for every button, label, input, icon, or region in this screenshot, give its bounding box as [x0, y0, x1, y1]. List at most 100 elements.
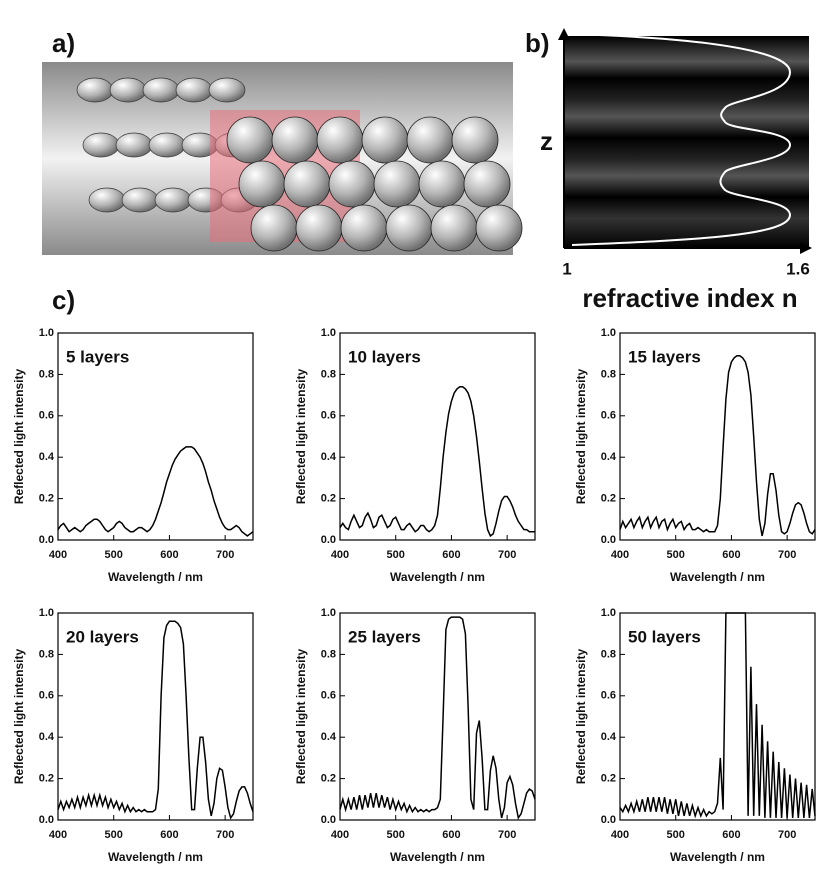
x-tick-label: 1	[562, 259, 571, 278]
half-sphere	[208, 77, 246, 103]
sphere	[238, 160, 286, 208]
x-tick-label: 600	[722, 549, 740, 561]
annotation: 20 layers	[66, 627, 139, 646]
sphere	[271, 116, 319, 164]
plot-frame	[57, 332, 254, 541]
x-axis-label: Wavelength / nm	[670, 850, 765, 864]
y-tick-label: 0.2	[39, 493, 54, 505]
plot-frame	[619, 612, 816, 821]
sphere	[328, 160, 376, 208]
sphere	[295, 204, 343, 252]
x-tick-label: 400	[331, 829, 349, 841]
y-tick-label: 0.6	[321, 690, 336, 702]
y-tick-label: 0.4	[321, 731, 337, 743]
panel-label: b)	[525, 28, 550, 58]
x-tick-label: 600	[442, 549, 460, 561]
y-tick-label: 0.4	[39, 451, 55, 463]
x-axis-label: Wavelength / nm	[390, 570, 485, 584]
y-tick-label: 0.0	[321, 534, 336, 546]
sphere	[406, 116, 454, 164]
y-tick-label: 0.4	[39, 731, 55, 743]
y-tick-label: 0.2	[601, 773, 616, 785]
x-tick-label: 500	[105, 549, 123, 561]
x-axis-label: Wavelength / nm	[670, 570, 765, 584]
x-tick-label: 500	[387, 829, 405, 841]
y-tick-label: 0.0	[39, 534, 54, 546]
plot-frame	[619, 332, 816, 541]
plot-frame	[57, 612, 254, 821]
x-tick-label: 1.6	[786, 259, 810, 278]
x-tick-label: 500	[667, 549, 685, 561]
y-tick-label: 0.8	[321, 368, 336, 380]
y-tick-label: 0.8	[39, 648, 54, 660]
sphere	[418, 160, 466, 208]
half-sphere	[88, 187, 126, 213]
y-tick-label: 0.2	[601, 493, 616, 505]
x-tick-label: 700	[778, 549, 796, 561]
y-tick-label: 1.0	[601, 327, 616, 339]
half-sphere	[82, 132, 120, 158]
y-tick-label: 0.2	[321, 493, 336, 505]
x-tick-label: 400	[49, 829, 67, 841]
sphere-illustration	[42, 62, 523, 255]
sphere	[283, 160, 331, 208]
x-tick-label: 700	[216, 549, 234, 561]
x-tick-label: 600	[442, 829, 460, 841]
sphere	[226, 116, 274, 164]
x-tick-label: 700	[498, 549, 516, 561]
plot-frame	[339, 612, 536, 821]
x-axis-label: Wavelength / nm	[108, 570, 203, 584]
sphere	[361, 116, 409, 164]
half-sphere	[76, 77, 114, 103]
y-tick-label: 0.8	[601, 368, 616, 380]
y-tick-label: 0.6	[601, 410, 616, 422]
x-tick-label: 600	[722, 829, 740, 841]
annotation: 50 layers	[628, 627, 701, 646]
annotation: 25 layers	[348, 627, 421, 646]
x-tick-label: 500	[387, 549, 405, 561]
y-axis-label: Reflected light intensity	[12, 369, 26, 505]
y-tick-label: 1.0	[39, 607, 54, 619]
spectrum-line	[339, 386, 535, 538]
half-sphere	[175, 77, 213, 103]
annotation: 10 layers	[348, 347, 421, 366]
sphere	[451, 116, 499, 164]
y-axis-label: Reflected light intensity	[574, 649, 588, 785]
y-tick-label: 0.6	[321, 410, 336, 422]
spectrum-line	[339, 616, 536, 820]
panel-label: c)	[52, 285, 75, 315]
y-tick-label: 0.0	[321, 814, 336, 826]
y-axis-label: Reflected light intensity	[294, 369, 308, 505]
spectrum-line	[57, 446, 254, 537]
annotation: 15 layers	[628, 347, 701, 366]
panel-label: a)	[52, 28, 75, 58]
y-tick-label: 1.0	[321, 607, 336, 619]
half-sphere	[154, 187, 192, 213]
x-tick-label: 700	[498, 829, 516, 841]
sphere	[373, 160, 421, 208]
y-tick-label: 0.0	[39, 814, 54, 826]
sphere	[430, 204, 478, 252]
half-sphere	[121, 187, 159, 213]
y-tick-label: 0.0	[601, 814, 616, 826]
x-tick-label: 400	[49, 549, 67, 561]
y-tick-label: 0.2	[39, 773, 54, 785]
y-tick-label: 0.4	[601, 451, 617, 463]
sphere	[340, 204, 388, 252]
axis-label: refractive index n	[582, 283, 797, 313]
sphere	[475, 204, 523, 252]
sphere	[385, 204, 433, 252]
spectrum-line	[619, 355, 816, 537]
y-axis-label: Reflected light intensity	[12, 649, 26, 785]
half-sphere	[148, 132, 186, 158]
sphere	[463, 160, 511, 208]
y-tick-label: 0.4	[601, 731, 617, 743]
y-tick-label: 0.0	[601, 534, 616, 546]
x-tick-label: 700	[778, 829, 796, 841]
index-profile	[558, 28, 812, 254]
half-sphere	[115, 132, 153, 158]
y-tick-label: 0.6	[39, 690, 54, 702]
sphere	[316, 116, 364, 164]
plot-frame	[339, 332, 536, 541]
